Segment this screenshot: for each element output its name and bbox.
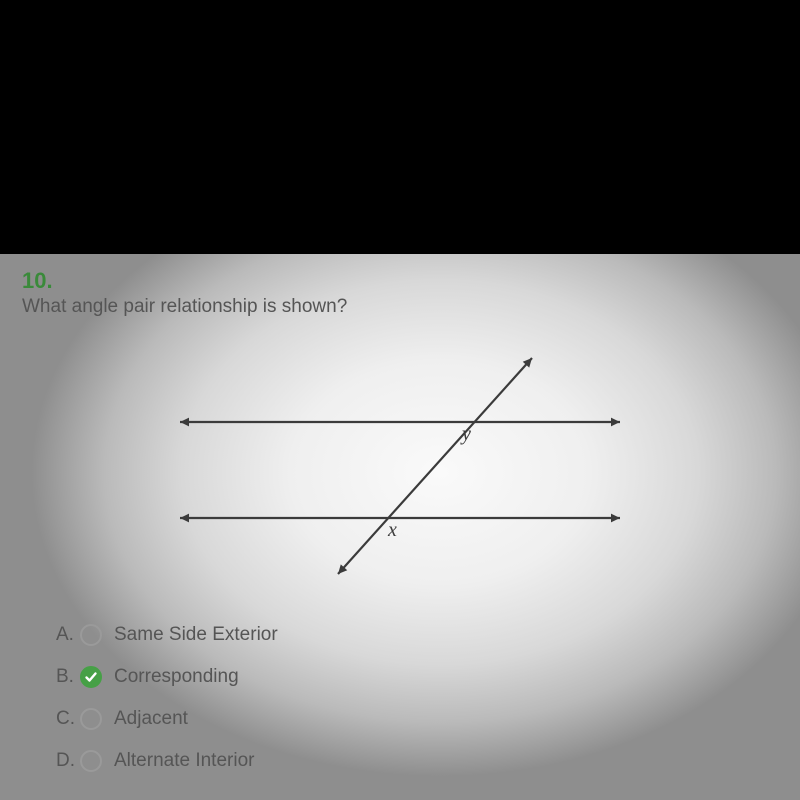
choice-label: Corresponding — [114, 666, 239, 688]
choice-label: Adjacent — [114, 708, 188, 730]
question-number: 10. — [22, 268, 778, 294]
answer-choices: A. Same Side Exterior B. Corresponding C. Adj… — [56, 624, 778, 772]
choice-letter: A. — [56, 624, 80, 646]
radio-checked-icon[interactable] — [80, 666, 102, 688]
choice-letter: C. — [56, 708, 80, 730]
question-panel: 10. What angle pair relationship is show… — [0, 254, 800, 800]
answer-choice-B[interactable]: B. Corresponding — [56, 666, 778, 688]
radio-icon[interactable] — [80, 624, 102, 646]
answer-choice-A[interactable]: A. Same Side Exterior — [56, 624, 778, 646]
svg-text:x: x — [387, 519, 397, 541]
question-text: What angle pair relationship is shown? — [22, 296, 778, 318]
svg-text:y: y — [460, 423, 471, 445]
radio-icon[interactable] — [80, 708, 102, 730]
choice-label: Same Side Exterior — [114, 624, 278, 646]
answer-choice-C[interactable]: C. Adjacent — [56, 708, 778, 730]
choice-label: Alternate Interior — [114, 750, 254, 772]
radio-icon[interactable] — [80, 750, 102, 772]
choice-letter: D. — [56, 750, 80, 772]
angle-diagram: yx — [140, 326, 660, 606]
answer-choice-D[interactable]: D. Alternate Interior — [56, 750, 778, 772]
choice-letter: B. — [56, 666, 80, 688]
